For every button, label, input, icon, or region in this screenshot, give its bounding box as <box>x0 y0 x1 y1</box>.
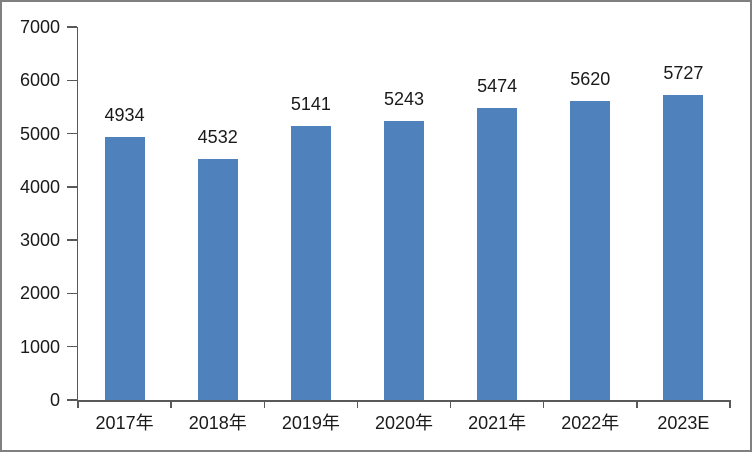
bar-value-label: 5141 <box>290 94 331 115</box>
bar-value-label: 5474 <box>477 76 518 97</box>
x-tick-mark <box>263 400 266 408</box>
bar <box>570 100 611 400</box>
y-tick-label: 7000 <box>19 17 60 37</box>
bar-value-label: 4934 <box>104 105 145 126</box>
bar-value-label: 4532 <box>197 126 238 147</box>
x-category-label: 2023E <box>657 413 710 433</box>
x-category-label: 2022年 <box>561 413 620 433</box>
bar-value-label: 5620 <box>570 68 611 89</box>
y-tick-mark <box>66 292 77 295</box>
y-tick-label: 1000 <box>19 336 60 357</box>
x-category-label: 2019年 <box>281 413 340 433</box>
y-tick-mark <box>66 132 77 135</box>
x-category-label: 2021年 <box>468 413 527 433</box>
y-tick-mark <box>66 399 77 401</box>
y-tick-label: 4000 <box>19 176 60 197</box>
x-category-label: 2017年 <box>95 413 154 433</box>
bar <box>663 94 704 400</box>
bar <box>384 120 424 400</box>
bar <box>197 158 238 400</box>
y-tick-label: 2000 <box>19 283 60 304</box>
x-axis-line <box>76 400 730 402</box>
y-tick-mark <box>66 79 77 82</box>
bar-value-label: 5243 <box>383 88 425 109</box>
x-tick-mark <box>636 400 638 408</box>
y-tick-label: 6000 <box>19 70 60 91</box>
y-tick-label: 0 <box>49 390 60 410</box>
y-tick-label: 5000 <box>19 123 60 144</box>
x-category-label: 2020年 <box>374 413 434 433</box>
x-tick-mark <box>449 400 452 408</box>
bar <box>290 126 331 400</box>
x-category-label: 2018年 <box>188 413 247 433</box>
x-tick-mark <box>170 400 172 408</box>
bar <box>104 137 145 400</box>
x-tick-mark <box>356 400 359 408</box>
x-tick-mark <box>77 400 79 408</box>
y-axis-line <box>76 27 78 400</box>
bar-value-label: 5727 <box>663 62 704 83</box>
y-tick-mark <box>66 345 77 348</box>
bar <box>477 108 518 400</box>
x-tick-mark <box>542 400 545 408</box>
x-tick-mark <box>729 400 731 408</box>
y-tick-mark <box>66 239 77 241</box>
y-tick-label: 3000 <box>19 230 60 251</box>
y-tick-mark <box>66 186 77 188</box>
y-tick-mark <box>66 26 77 28</box>
